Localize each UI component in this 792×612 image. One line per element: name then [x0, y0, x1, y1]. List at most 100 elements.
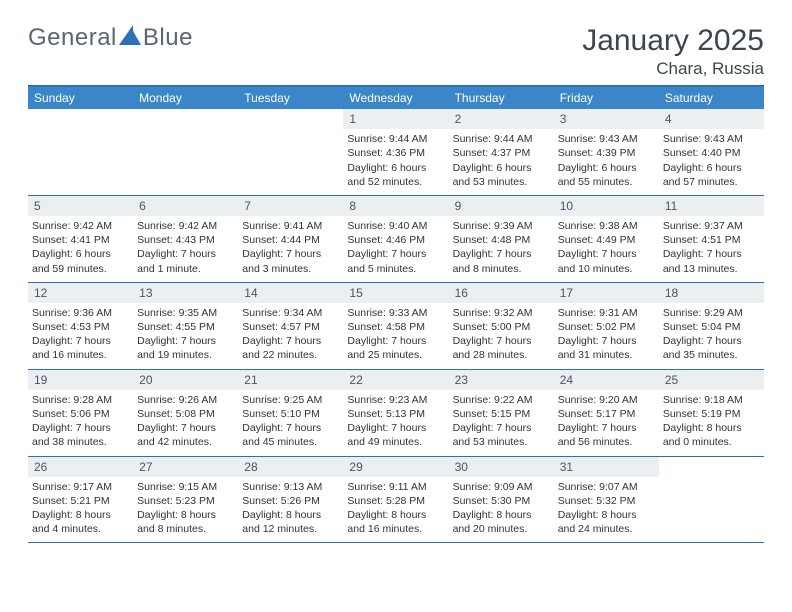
daylight-text: Daylight: 7 hours and 42 minutes. [137, 421, 234, 449]
sunset-text: Sunset: 5:10 PM [242, 407, 339, 421]
sunrise-text: Sunrise: 9:44 AM [453, 132, 550, 146]
daylight-text: Daylight: 7 hours and 31 minutes. [558, 334, 655, 362]
calendar-day-cell: 21Sunrise: 9:25 AMSunset: 5:10 PMDayligh… [238, 370, 343, 456]
sunset-text: Sunset: 4:55 PM [137, 320, 234, 334]
calendar-day-cell: 18Sunrise: 9:29 AMSunset: 5:04 PMDayligh… [659, 283, 764, 369]
day-number: 26 [28, 457, 133, 477]
calendar-day-cell: 9Sunrise: 9:39 AMSunset: 4:48 PMDaylight… [449, 196, 554, 282]
calendar-day-cell: 17Sunrise: 9:31 AMSunset: 5:02 PMDayligh… [554, 283, 659, 369]
sunset-text: Sunset: 4:53 PM [32, 320, 129, 334]
day-number: 20 [133, 370, 238, 390]
day-number: 24 [554, 370, 659, 390]
sunset-text: Sunset: 5:08 PM [137, 407, 234, 421]
calendar-empty-cell [659, 457, 764, 543]
brand-logo: General Blue [28, 24, 193, 52]
daylight-text: Daylight: 8 hours and 24 minutes. [558, 508, 655, 536]
day-number: 5 [28, 196, 133, 216]
calendar-day-cell: 20 Sunrise: 9:26 AMSunset: 5:08 PMDayligh… [133, 370, 238, 456]
logo-triangle-icon [119, 24, 141, 52]
sunset-text: Sunset: 4:43 PM [137, 233, 234, 247]
calendar-day-cell: 13Sunrise: 9:35 AMSunset: 4:55 PMDayligh… [133, 283, 238, 369]
calendar-week-row: 26Sunrise: 9:17 AMSunset: 5:21 PMDayligh… [28, 457, 764, 544]
day-number: 23 [449, 370, 554, 390]
sunrise-text: Sunrise: 9:13 AM [242, 480, 339, 494]
calendar-empty-cell [133, 109, 238, 195]
sunrise-text: Sunrise: 9:20 AM [558, 393, 655, 407]
daylight-text: Daylight: 6 hours and 57 minutes. [663, 161, 760, 189]
sunrise-text: Sunrise: 9:15 AM [137, 480, 234, 494]
sunset-text: Sunset: 4:48 PM [453, 233, 550, 247]
sunrise-text: Sunrise: 9:25 AM [242, 393, 339, 407]
daylight-text: Daylight: 7 hours and 8 minutes. [453, 247, 550, 275]
sunset-text: Sunset: 4:36 PM [347, 146, 444, 160]
daylight-text: Daylight: 8 hours and 4 minutes. [32, 508, 129, 536]
daylight-text: Daylight: 7 hours and 22 minutes. [242, 334, 339, 362]
sunset-text: Sunset: 5:23 PM [137, 494, 234, 508]
sunrise-text: Sunrise: 9:31 AM [558, 306, 655, 320]
calendar-day-cell: 29Sunrise: 9:11 AMSunset: 5:28 PMDayligh… [343, 457, 448, 543]
daylight-text: Daylight: 6 hours and 53 minutes. [453, 161, 550, 189]
day-number: 15 [343, 283, 448, 303]
sunrise-text: Sunrise: 9:41 AM [242, 219, 339, 233]
sunset-text: Sunset: 4:46 PM [347, 233, 444, 247]
sunrise-text: Sunrise: 9:42 AM [137, 219, 234, 233]
sunrise-text: Sunrise: 9:26 AM [137, 393, 234, 407]
sunrise-text: Sunrise: 9:11 AM [347, 480, 444, 494]
day-number: 16 [449, 283, 554, 303]
calendar-week-row: 1Sunrise: 9:44 AMSunset: 4:36 PMDaylight… [28, 109, 764, 196]
daylight-text: Daylight: 6 hours and 52 minutes. [347, 161, 444, 189]
sunset-text: Sunset: 5:15 PM [453, 407, 550, 421]
calendar-page: General Blue January 2025 Chara, Russia … [0, 0, 792, 553]
daylight-text: Daylight: 7 hours and 53 minutes. [453, 421, 550, 449]
calendar-day-cell: 11Sunrise: 9:37 AMSunset: 4:51 PMDayligh… [659, 196, 764, 282]
calendar-day-cell: 24Sunrise: 9:20 AMSunset: 5:17 PMDayligh… [554, 370, 659, 456]
daylight-text: Daylight: 7 hours and 5 minutes. [347, 247, 444, 275]
day-number: 21 [238, 370, 343, 390]
sunrise-text: Sunrise: 9:23 AM [347, 393, 444, 407]
calendar-day-cell: 26Sunrise: 9:17 AMSunset: 5:21 PMDayligh… [28, 457, 133, 543]
daylight-text: Daylight: 8 hours and 8 minutes. [137, 508, 234, 536]
sunrise-text: Sunrise: 9:38 AM [558, 219, 655, 233]
day-number: 12 [28, 283, 133, 303]
sunset-text: Sunset: 4:49 PM [558, 233, 655, 247]
day-number: 9 [449, 196, 554, 216]
sunrise-text: Sunrise: 9:18 AM [663, 393, 760, 407]
day-of-week-label: Tuesday [238, 87, 343, 109]
sunset-text: Sunset: 4:57 PM [242, 320, 339, 334]
calendar-empty-cell [28, 109, 133, 195]
daylight-text: Daylight: 7 hours and 10 minutes. [558, 247, 655, 275]
sunset-text: Sunset: 4:41 PM [32, 233, 129, 247]
sunrise-text: Sunrise: 9:09 AM [453, 480, 550, 494]
day-number: 19 [28, 370, 133, 390]
daylight-text: Daylight: 6 hours and 55 minutes. [558, 161, 655, 189]
calendar-day-cell: 28Sunrise: 9:13 AMSunset: 5:26 PMDayligh… [238, 457, 343, 543]
day-number: 27 [133, 457, 238, 477]
day-number: 7 [238, 196, 343, 216]
sunset-text: Sunset: 5:02 PM [558, 320, 655, 334]
calendar-day-cell: 14Sunrise: 9:34 AMSunset: 4:57 PMDayligh… [238, 283, 343, 369]
brand-word-1: General [28, 24, 117, 52]
sunrise-text: Sunrise: 9:37 AM [663, 219, 760, 233]
sunrise-text: Sunrise: 9:29 AM [663, 306, 760, 320]
sunset-text: Sunset: 5:26 PM [242, 494, 339, 508]
daylight-text: Daylight: 8 hours and 16 minutes. [347, 508, 444, 536]
daylight-text: Daylight: 8 hours and 12 minutes. [242, 508, 339, 536]
calendar-day-cell: 30Sunrise: 9:09 AMSunset: 5:30 PMDayligh… [449, 457, 554, 543]
calendar-day-cell: 31Sunrise: 9:07 AMSunset: 5:32 PMDayligh… [554, 457, 659, 543]
calendar-day-cell: 22Sunrise: 9:23 AMSunset: 5:13 PMDayligh… [343, 370, 448, 456]
daylight-text: Daylight: 7 hours and 13 minutes. [663, 247, 760, 275]
sunset-text: Sunset: 4:44 PM [242, 233, 339, 247]
daylight-text: Daylight: 7 hours and 38 minutes. [32, 421, 129, 449]
day-number: 1 [343, 109, 448, 129]
sunset-text: Sunset: 4:58 PM [347, 320, 444, 334]
sunset-text: Sunset: 5:06 PM [32, 407, 129, 421]
location-label: Chara, Russia [582, 59, 764, 79]
daylight-text: Daylight: 7 hours and 56 minutes. [558, 421, 655, 449]
day-number: 6 [133, 196, 238, 216]
day-number: 29 [343, 457, 448, 477]
sunset-text: Sunset: 4:40 PM [663, 146, 760, 160]
sunrise-text: Sunrise: 9:36 AM [32, 306, 129, 320]
sunrise-text: Sunrise: 9:35 AM [137, 306, 234, 320]
sunrise-text: Sunrise: 9:42 AM [32, 219, 129, 233]
calendar-day-cell: 10Sunrise: 9:38 AMSunset: 4:49 PMDayligh… [554, 196, 659, 282]
